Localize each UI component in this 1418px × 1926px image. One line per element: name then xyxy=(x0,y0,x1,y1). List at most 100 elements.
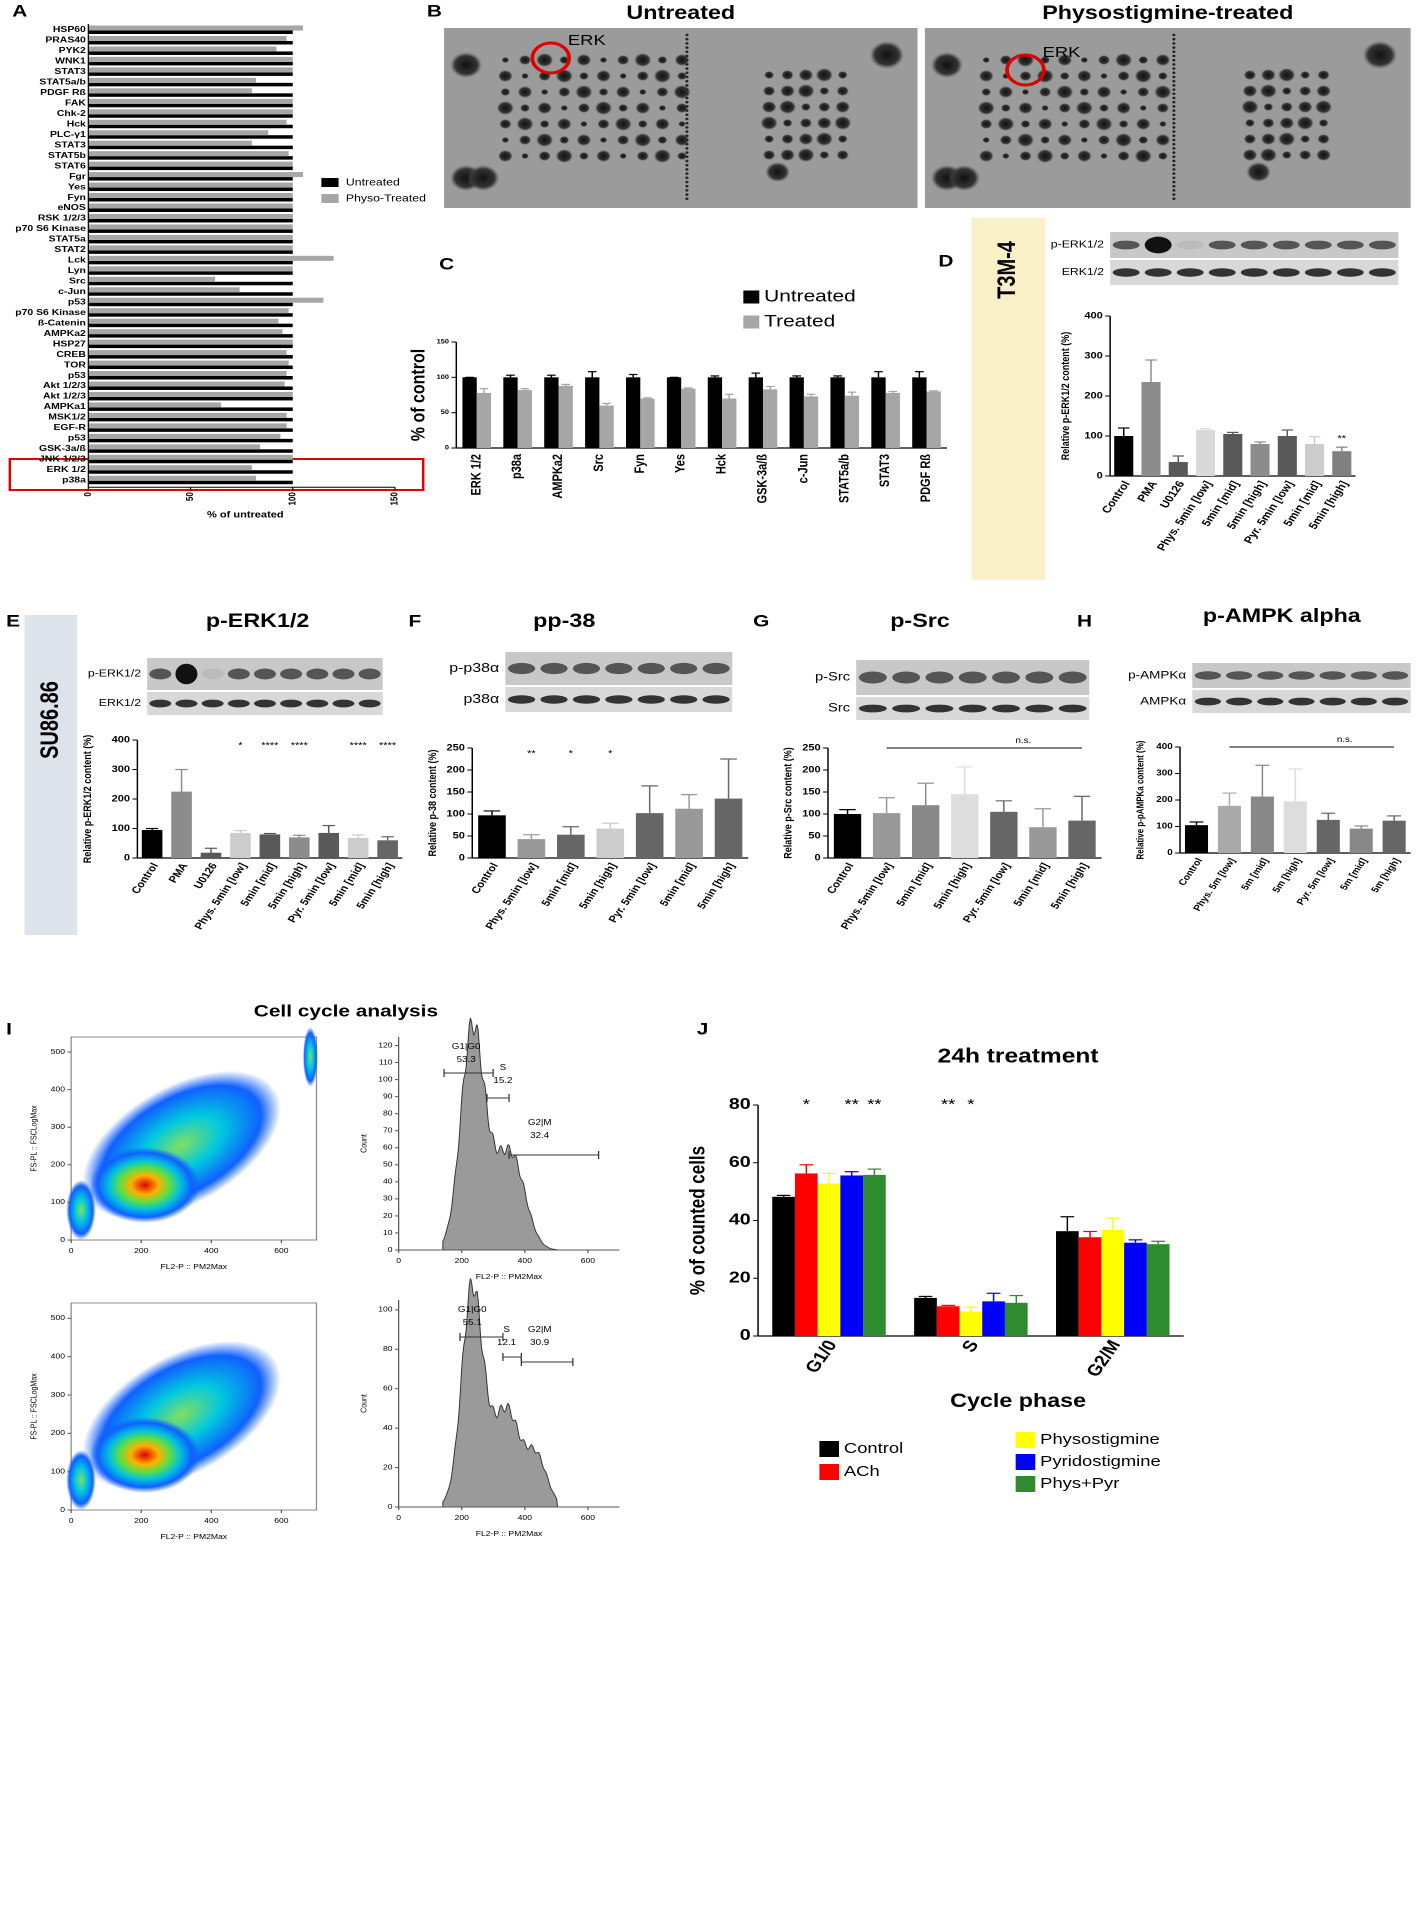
array-spot xyxy=(684,142,689,146)
x-tick-label: U0126 xyxy=(192,861,221,891)
blot-label: ERK1/2 xyxy=(99,698,141,709)
bar xyxy=(88,381,285,387)
bar xyxy=(1068,820,1096,858)
x-tick-label: S xyxy=(957,1337,983,1355)
blot-band xyxy=(1025,671,1054,684)
array-spot xyxy=(684,188,689,192)
bar xyxy=(1168,462,1188,476)
array-spot xyxy=(684,67,689,71)
array-spot xyxy=(1171,125,1176,129)
bar xyxy=(88,234,293,240)
array-spot xyxy=(815,132,833,146)
bar xyxy=(503,377,518,448)
legend-swatch xyxy=(743,290,760,304)
bar xyxy=(88,371,287,377)
blot-label: p-p38α xyxy=(449,661,499,675)
array-spot xyxy=(636,151,649,161)
array-spot xyxy=(1299,86,1312,96)
bar xyxy=(88,365,293,370)
x-tick-label: STAT3 xyxy=(877,454,892,487)
array-spot xyxy=(1079,88,1090,96)
bar xyxy=(1056,1231,1079,1336)
array-spot xyxy=(1115,133,1133,147)
array-membrane xyxy=(924,28,1411,208)
bar xyxy=(803,396,819,448)
legend-swatch xyxy=(743,315,760,329)
x-tick-label: Yes xyxy=(673,454,688,473)
bar xyxy=(951,794,979,858)
array-spot xyxy=(1316,149,1331,161)
array-spot xyxy=(1296,116,1314,130)
bar xyxy=(88,454,293,460)
array-spot xyxy=(1171,130,1176,134)
y-tick-label: WNK1 xyxy=(55,57,86,67)
x-tick-label: 400 xyxy=(204,1247,219,1255)
bar xyxy=(88,172,303,178)
bar xyxy=(863,1174,886,1336)
bar xyxy=(88,56,293,62)
legend-label: Treated xyxy=(764,312,835,331)
array-spot xyxy=(1171,142,1176,146)
array-spot xyxy=(1259,148,1277,162)
array-spot xyxy=(560,105,568,111)
array-spot xyxy=(1171,58,1176,62)
y-tick-label: 250 xyxy=(802,743,821,753)
y-tick-label: 100 xyxy=(446,809,465,819)
array-spot xyxy=(677,152,687,160)
y-tick-label: 0 xyxy=(388,1246,393,1254)
array-spot xyxy=(1096,86,1112,98)
array-spot xyxy=(1075,101,1093,115)
array-spot xyxy=(778,100,797,114)
bar xyxy=(833,814,862,858)
array-spot xyxy=(1171,100,1176,104)
array-spot xyxy=(450,52,483,78)
bar xyxy=(478,815,506,858)
array-spot xyxy=(1137,87,1150,97)
blot-band xyxy=(1368,240,1396,250)
array-spot xyxy=(684,50,689,54)
y-tick-label: 0 xyxy=(740,1326,751,1344)
bar xyxy=(959,1311,983,1336)
bar xyxy=(1114,436,1134,476)
y-tick-label: 60 xyxy=(729,1153,751,1171)
array-spot xyxy=(1157,72,1168,80)
bar xyxy=(1101,1229,1125,1336)
array-spot xyxy=(1058,103,1071,113)
histogram-shape xyxy=(442,1017,558,1251)
significance: * xyxy=(803,1096,811,1113)
bar xyxy=(88,459,293,464)
density-blob xyxy=(66,1180,96,1240)
bar xyxy=(926,391,941,448)
array-spot xyxy=(997,117,1015,131)
significance: * xyxy=(569,749,573,759)
erk-circle xyxy=(1005,53,1046,87)
array-spot xyxy=(657,136,668,144)
bar xyxy=(1141,382,1161,476)
array-spot xyxy=(637,120,648,128)
y-tick-label: 400 xyxy=(51,1352,66,1360)
array-spot xyxy=(1171,146,1176,150)
array-spot xyxy=(518,55,532,65)
density-plot xyxy=(66,1302,318,1511)
array-spot xyxy=(556,118,572,130)
array-spot xyxy=(1171,188,1176,192)
bar xyxy=(88,130,269,136)
array-spot xyxy=(816,117,832,129)
y-tick-label: STAT3 xyxy=(54,140,85,150)
bracket-label: n.s. xyxy=(1337,735,1353,744)
blot-band xyxy=(637,695,665,704)
bar xyxy=(88,417,293,422)
bar xyxy=(88,182,293,188)
array-spot xyxy=(1171,117,1176,121)
array-spot xyxy=(684,109,689,113)
y-tick-label: 400 xyxy=(1084,311,1103,321)
x-axis-label: % of untreated xyxy=(207,510,284,520)
y-tick-label: 80 xyxy=(729,1095,751,1113)
x-tick-label: 5min [mid] xyxy=(657,861,698,908)
array-spot xyxy=(764,71,775,79)
panel-label: F xyxy=(408,612,421,631)
blot-band xyxy=(1240,240,1268,250)
array-spot xyxy=(1299,150,1312,160)
array-spot xyxy=(1135,118,1151,130)
x-tick-label: c-Jun xyxy=(795,454,810,483)
